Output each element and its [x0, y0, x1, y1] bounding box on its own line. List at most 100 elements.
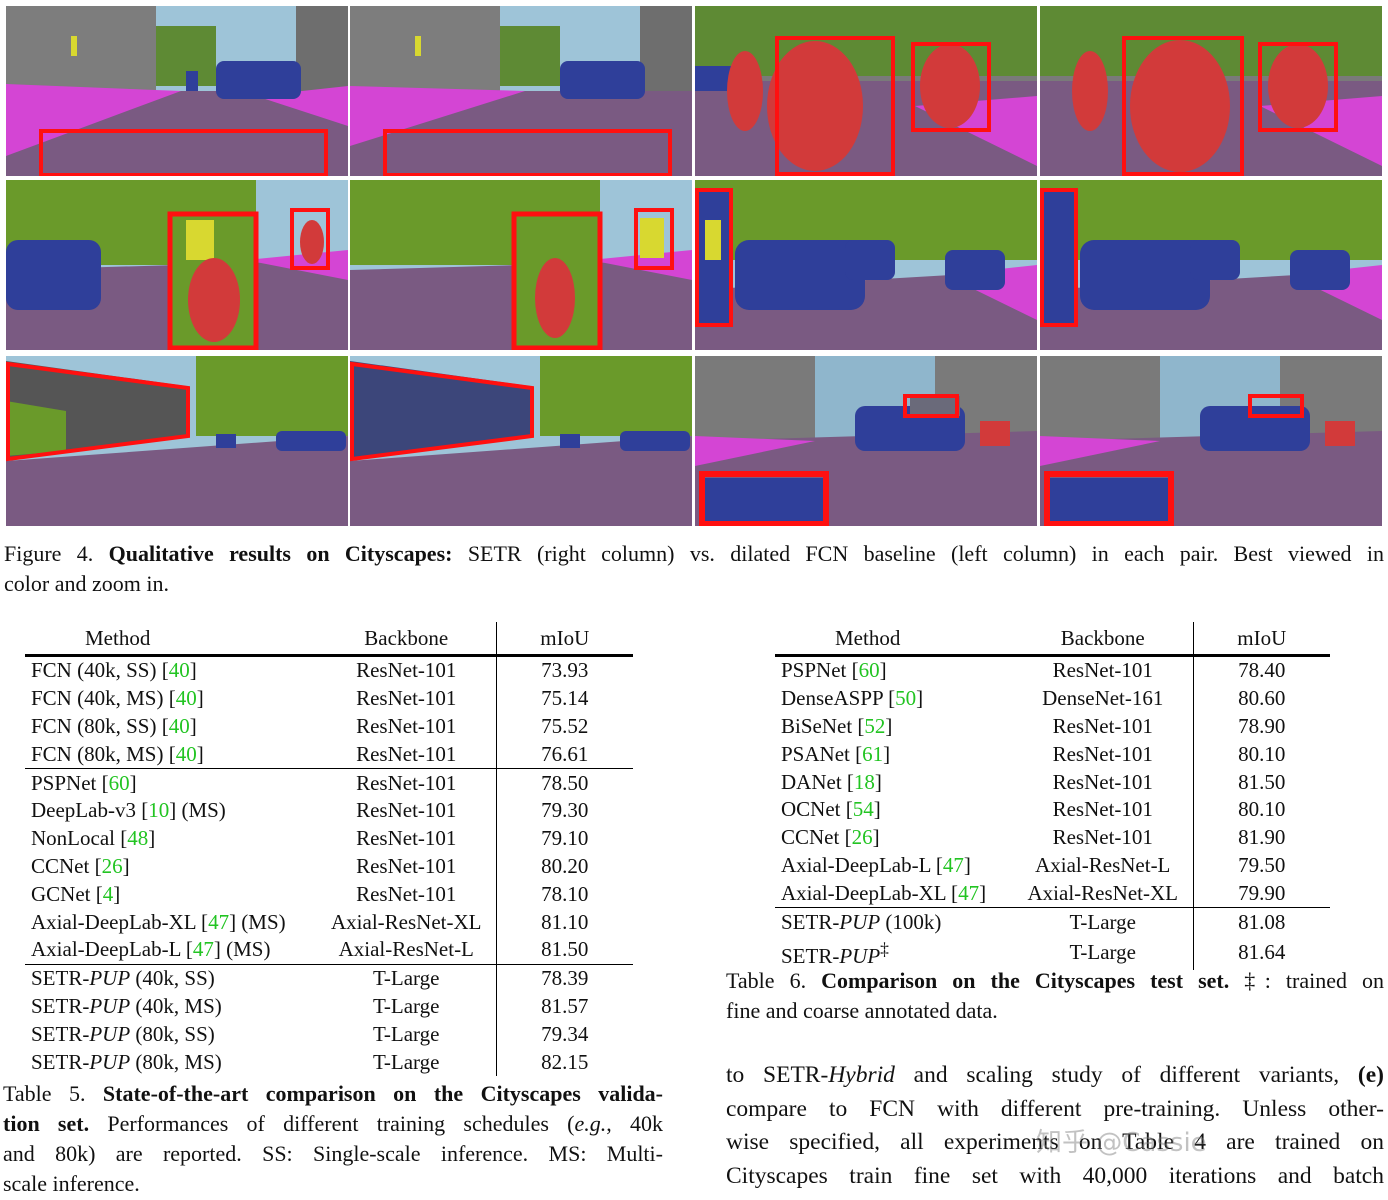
miou-cell: 75.14 [495, 684, 633, 713]
backbone-cell: T-Large [317, 963, 496, 993]
figure-caption: Figure 4. Qualitative results on Citysca… [4, 539, 1384, 599]
table-header-row: Method Backbone mIoU [25, 622, 633, 656]
citation-link[interactable]: 18 [853, 769, 875, 794]
miou-cell: 79.50 [1192, 851, 1330, 880]
result-image-r2c1-fcn [6, 180, 348, 350]
citation-link[interactable]: 26 [101, 853, 123, 878]
method-suffix: ] [879, 658, 887, 683]
method-suffix: ] (MS) [169, 798, 226, 823]
table-row: Axial-DeepLab-L [47] (MS) Axial-ResNet-L 8… [25, 935, 633, 965]
table-6-caption-text: ‡: trained on [1244, 968, 1385, 993]
method-suffix: ] [873, 797, 881, 822]
method-variant: PUP [839, 909, 881, 934]
method-suffix: (40k, SS) [130, 966, 215, 991]
citation-link[interactable]: 40 [168, 658, 190, 683]
method-name: GCNet [ [31, 881, 103, 906]
miou-cell: 81.57 [495, 992, 633, 1021]
backbone-cell: ResNet-101 [1052, 769, 1153, 794]
body-text-fragment: to SETR- [726, 1062, 829, 1088]
backbone-cell: ResNet-101 [356, 686, 457, 711]
method-name: BiSeNet [ [781, 713, 865, 738]
method-cell: SETR-PUP (100k) [775, 907, 1013, 936]
figure-caption-line2: color and zoom in. [4, 571, 169, 596]
method-cell: Axial-DeepLab-L [47] [775, 852, 1013, 880]
method-name: CCNet [ [31, 853, 102, 878]
backbone-cell: ResNet-101 [356, 741, 457, 766]
table-row: DeepLab-v3 [10] (MS) ResNet-101 79.30 [25, 796, 633, 825]
miou-cell: 80.20 [495, 852, 633, 881]
table-5-caption-text-end: , 40k [606, 1111, 664, 1136]
backbone-cell: ResNet-101 [356, 658, 457, 683]
citation-link[interactable]: 40 [175, 741, 197, 766]
result-image-r2c4-setr [1040, 180, 1382, 350]
citation-link[interactable]: 61 [862, 741, 884, 766]
method-cell: SETR-PUP (80k, MS) [25, 1048, 317, 1076]
miou-cell: 79.90 [1192, 879, 1330, 908]
method-suffix: ] [885, 713, 893, 738]
method-suffix: ] [196, 686, 204, 711]
table-row: Axial-DeepLab-XL [47] Axial-ResNet-XL 79.9… [775, 879, 1330, 908]
table-row: CCNet [26] ResNet-101 80.20 [25, 852, 633, 881]
citation-link[interactable]: 60 [858, 658, 880, 683]
citation-link[interactable]: 54 [852, 797, 874, 822]
miou-cell: 81.90 [1192, 823, 1330, 852]
backbone-cell: ResNet-101 [317, 768, 496, 797]
table-6-test-results: Method Backbone mIoU PSPNet [60] ResNet-1… [775, 622, 1330, 970]
method-cell: PSPNet [60] [775, 656, 1013, 685]
result-image-r1c3-fcn [695, 6, 1037, 176]
result-image-r3c3-fcn [695, 356, 1037, 526]
table-row: PSPNet [60] ResNet-101 78.40 [775, 655, 1330, 685]
method-cell: Axial-DeepLab-XL [47] (MS) [25, 908, 317, 936]
table-row: FCN (80k, SS) [40] ResNet-101 75.52 [25, 712, 633, 741]
table-5-label: Table 5. [3, 1081, 86, 1106]
table-row: SETR-PUP (40k, MS) T-Large 81.57 [25, 992, 633, 1021]
miou-cell: 76.61 [495, 740, 633, 769]
body-text-line2: compare to FCN with different pre-traini… [726, 1095, 1384, 1122]
column-header-method: Method [85, 625, 151, 650]
body-text-fragment: and scaling study of different variants, [894, 1062, 1358, 1088]
citation-link[interactable]: 48 [127, 826, 149, 851]
citation-link[interactable]: 40 [175, 686, 197, 711]
citation-link[interactable]: 47 [942, 852, 964, 877]
miou-cell: 81.10 [495, 908, 633, 936]
table-6-caption-line2: fine and coarse annotated data. [726, 998, 998, 1023]
method-cell: Axial-DeepLab-L [47] (MS) [25, 936, 317, 964]
method-cell: PSANet [61] [775, 740, 1013, 768]
method-suffix: ] [874, 769, 882, 794]
backbone-cell: ResNet-101 [1052, 797, 1153, 822]
citation-link[interactable]: 26 [851, 825, 873, 850]
citation-link[interactable]: 10 [148, 798, 170, 823]
method-name: Axial-DeepLab-L [ [31, 937, 193, 962]
table-row: Axial-DeepLab-L [47] Axial-ResNet-L 79.50 [775, 851, 1330, 880]
method-suffix: (40k, MS) [130, 993, 222, 1018]
method-name: DeepLab-v3 [ [31, 798, 149, 823]
method-name: SETR- [31, 993, 90, 1018]
citation-link[interactable]: 40 [168, 713, 190, 738]
citation-link[interactable]: 60 [108, 770, 130, 795]
citation-link[interactable]: 4 [102, 881, 114, 906]
citation-link[interactable]: 50 [895, 686, 917, 711]
method-variant: PUP [839, 943, 881, 968]
backbone-cell: ResNet-101 [1052, 658, 1153, 683]
method-cell: SETR-PUP (40k, MS) [25, 993, 317, 1021]
method-cell: Axial-DeepLab-XL [47] [775, 879, 1013, 907]
table-row: PSANet [61] ResNet-101 80.10 [775, 740, 1330, 769]
citation-link[interactable]: 47 [208, 909, 230, 934]
miou-cell: 81.64 [1192, 935, 1330, 970]
citation-link[interactable]: 47 [958, 880, 980, 905]
backbone-cell: ResNet-101 [1052, 825, 1153, 850]
citation-link[interactable]: 52 [864, 713, 886, 738]
body-paragraph: to SETR-Hybrid and scaling study of diff… [726, 1059, 1384, 1193]
table-row: SETR-PUP‡ T-Large 81.64 [775, 935, 1330, 970]
miou-cell: 78.40 [1192, 655, 1330, 685]
table-row: SETR-PUP (40k, SS) T-Large 78.39 [25, 963, 633, 993]
miou-cell: 79.30 [495, 796, 633, 825]
method-cell: BiSeNet [52] [775, 713, 1013, 741]
table-header-row: Method Backbone mIoU [775, 622, 1330, 656]
miou-cell: 79.34 [495, 1020, 633, 1049]
method-name: SETR- [781, 909, 840, 934]
method-cell: NonLocal [48] [25, 825, 317, 853]
table-5-caption-text: Performances of different training sched… [107, 1111, 575, 1136]
body-text-italic: Hybrid [828, 1062, 895, 1088]
citation-link[interactable]: 47 [192, 937, 214, 962]
